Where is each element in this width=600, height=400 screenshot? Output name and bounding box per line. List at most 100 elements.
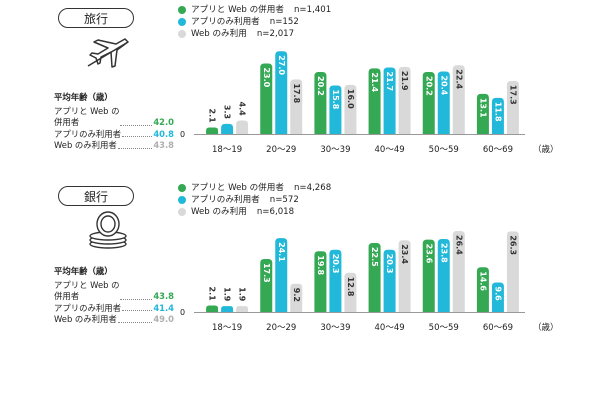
age-unit-label: （歳） — [533, 144, 559, 155]
average-age-box: 平均年齢（歳） アプリと Web の 併用者 43.8 アプリのみ利用者 41.… — [54, 266, 174, 326]
zero-label: 0 — [180, 130, 185, 139]
bar-app-only — [221, 306, 234, 312]
legend-n: n=1,401 — [293, 5, 332, 15]
bar-web-only — [452, 231, 465, 312]
average-age-label: アプリと Web の 併用者 — [54, 279, 120, 302]
x-tick-label: 30～39 — [320, 323, 350, 333]
bar-web-and-app — [368, 243, 381, 312]
data-label: 1.9 — [238, 287, 247, 302]
bar-web-and-app — [422, 239, 435, 312]
bar-web-only — [236, 306, 249, 312]
x-tick-label: 30～39 — [320, 145, 350, 155]
bar-chart: 0 2.1 1.9 1.9 18～19 17.3 24.1 9.2 20～29 19.8 20.3 1… — [180, 231, 559, 333]
legend-label: アプリのみ利用者 — [191, 17, 260, 27]
x-tick-label: 50～59 — [429, 323, 459, 333]
average-age-value: 40.8 — [153, 128, 174, 139]
data-label: 17.8 — [292, 83, 301, 103]
bar-web-only — [506, 231, 519, 312]
data-label: 20.3 — [385, 254, 394, 274]
coins-icon — [89, 211, 127, 249]
average-age-value: 43.8 — [153, 291, 174, 301]
data-label: 22.4 — [454, 69, 463, 89]
category-pill: 銀行 — [58, 186, 134, 206]
legend-n: n=2,017 — [256, 29, 295, 39]
leader-dots — [117, 147, 153, 149]
bar-web-only — [452, 65, 465, 134]
data-label: 20.2 — [424, 76, 433, 96]
average-age-label: アプリと Web の 併用者 — [54, 105, 120, 128]
leader-dots — [122, 310, 153, 311]
legend-item-app-only: アプリのみ利用者 n=572 — [178, 194, 331, 206]
bar-app-only — [221, 123, 234, 134]
leader-dots — [120, 298, 153, 300]
data-label: 17.3 — [262, 263, 271, 283]
data-label: 27.0 — [277, 55, 286, 75]
bar-app-only — [437, 239, 450, 312]
data-label: 9.6 — [493, 287, 502, 302]
average-age-value: 41.4 — [153, 302, 174, 313]
zero-label: 0 — [180, 308, 185, 317]
data-label: 26.3 — [508, 235, 517, 255]
legend-item-web-and-app: アプリと Web の併用者 n=4,268 — [178, 182, 331, 194]
x-tick-label: 20～29 — [266, 323, 296, 333]
average-age-label: アプリのみ利用者 — [54, 302, 121, 313]
data-label: 23.4 — [400, 244, 409, 264]
average-age-value: 42.0 — [153, 117, 174, 127]
x-tick-label: 40～49 — [375, 323, 405, 333]
bar-app-only — [383, 249, 396, 312]
legend-label: Web のみ利用 — [191, 29, 247, 39]
bar-web-only — [290, 79, 303, 134]
data-label: 24.1 — [277, 242, 286, 262]
data-label: 22.5 — [370, 247, 379, 267]
bar-web-and-app — [422, 72, 435, 134]
leader-dots — [122, 136, 153, 137]
data-label: 23.0 — [262, 67, 271, 87]
bar-web-only — [344, 272, 357, 312]
average-age-value: 43.8 — [153, 140, 174, 150]
average-age-row: Web のみ利用者 49.0 — [54, 314, 174, 326]
average-age-box: 平均年齢（歳） アプリと Web の 併用者 42.0 アプリのみ利用者 40.… — [54, 92, 174, 152]
data-label: 4.4 — [238, 102, 247, 117]
bar-web-and-app — [206, 305, 219, 312]
bar-web-only — [398, 66, 411, 134]
bar-web-and-app — [476, 93, 489, 134]
bar-web-only — [344, 84, 357, 134]
bar-chart: 0 2.1 3.3 4.4 18～19 23.0 27.0 17.8 20～29 20.2 15.8… — [180, 51, 559, 155]
legend-swatch — [178, 6, 186, 14]
leader-dots — [120, 124, 153, 126]
bar-web-and-app — [260, 258, 273, 312]
legend-label: アプリのみ利用者 — [191, 195, 260, 205]
data-label: 12.8 — [346, 277, 355, 297]
bar-web-and-app — [314, 72, 327, 134]
x-tick-label: 40～49 — [375, 145, 405, 155]
average-age-label: アプリのみ利用者 — [54, 128, 121, 139]
legend-item-web-only: Web のみ利用 n=6,018 — [178, 206, 331, 218]
x-tick-label: 18～19 — [212, 145, 242, 155]
legend-label: アプリと Web の併用者 — [191, 5, 284, 15]
data-label: 20.4 — [439, 75, 448, 95]
x-tick-label: 20～29 — [266, 145, 296, 155]
x-tick-label: 60～69 — [483, 323, 513, 333]
average-age-row: アプリのみ利用者 41.4 — [54, 303, 174, 315]
average-age-title: 平均年齢（歳） — [54, 266, 113, 276]
legend-swatch — [178, 18, 186, 26]
data-label: 19.8 — [316, 255, 325, 275]
airplane-icon — [87, 38, 129, 68]
average-age-label: Web のみ利用者 — [54, 314, 117, 324]
x-tick-label: 18～19 — [212, 323, 242, 333]
bar-web-only — [236, 120, 249, 134]
bar-web-and-app — [314, 251, 327, 312]
data-label: 14.6 — [478, 271, 487, 291]
data-label: 21.9 — [400, 71, 409, 91]
bar-web-only — [506, 80, 519, 134]
average-age-label: Web のみ利用者 — [54, 140, 117, 150]
legend-item-app-only: アプリのみ利用者 n=152 — [178, 16, 331, 28]
average-age-row: アプリのみ利用者 40.8 — [54, 129, 174, 141]
bar-web-only — [290, 283, 303, 312]
data-label: 13.1 — [478, 98, 487, 118]
legend-n: n=4,268 — [293, 183, 332, 193]
average-age-title: 平均年齢（歳） — [54, 92, 113, 102]
category-pill: 旅行 — [58, 8, 134, 28]
bar-app-only — [437, 71, 450, 134]
average-age-row: アプリと Web の 併用者 43.8 — [54, 280, 174, 303]
